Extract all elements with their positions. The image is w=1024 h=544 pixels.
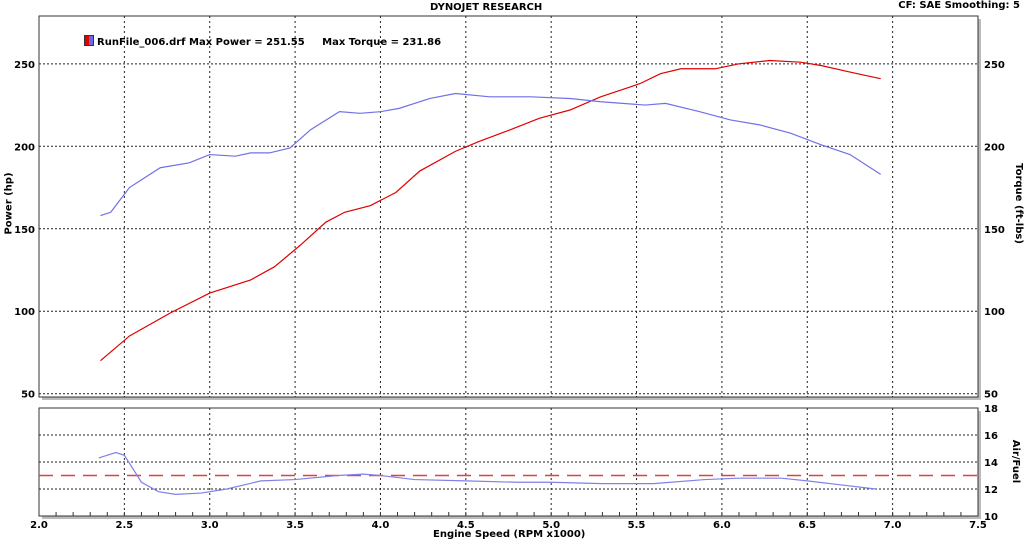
legend: RunFile_006.drf Max Power = 251.55 Max T… xyxy=(84,35,441,48)
x-tick-label: 2.5 xyxy=(116,520,134,531)
y2-tick-label: 150 xyxy=(984,225,1005,236)
afr-axis-label: Air/Fuel xyxy=(1010,439,1022,484)
x-tick-label: 7.5 xyxy=(969,520,987,531)
power-line xyxy=(100,59,881,362)
y-tick-label: 50 xyxy=(21,390,35,401)
y2-tick-label: 100 xyxy=(984,307,1005,318)
x-tick-label: 6.0 xyxy=(713,520,731,531)
x-axis-label: Engine Speed (RPM x1000) xyxy=(433,529,586,540)
x-tick-label: 4.0 xyxy=(372,520,390,531)
x-tick-label: 5.0 xyxy=(542,520,560,531)
x-tick-label: 2.0 xyxy=(30,520,48,531)
y-tick-label: 250 xyxy=(14,60,35,71)
x-tick-label: 7.0 xyxy=(884,520,902,531)
afr-tick-label: 18 xyxy=(984,404,998,415)
torque-line xyxy=(100,92,882,217)
chart-title: DYNOJET RESEARCH xyxy=(430,2,543,13)
afr-tick-label: 14 xyxy=(984,458,998,469)
afr-line xyxy=(98,451,876,496)
y-axis-label: Power (hp) xyxy=(3,172,15,235)
y2-tick-label: 200 xyxy=(984,142,1005,153)
y-tick-label: 150 xyxy=(14,225,35,236)
settings-label: CF: SAE Smoothing: 5 xyxy=(898,0,1020,11)
y-tick-label: 100 xyxy=(14,307,35,318)
y-tick-label: 200 xyxy=(14,142,35,153)
x-tick-label: 3.5 xyxy=(286,520,304,531)
afr-tick-label: 10 xyxy=(984,512,998,523)
x-tick-label: 6.5 xyxy=(798,520,816,531)
upper-frame xyxy=(38,15,979,398)
y2-axis-label: Torque (ft-lbs) xyxy=(1012,163,1024,244)
legend-text: RunFile_006.drf Max Power = 251.55 Max T… xyxy=(97,37,442,48)
x-tick-label: 5.5 xyxy=(628,520,646,531)
legend-swatch-icon xyxy=(84,35,94,46)
x-tick-label: 3.0 xyxy=(201,520,219,531)
y2-tick-label: 50 xyxy=(984,390,998,401)
x-tick-label: 4.5 xyxy=(457,520,475,531)
afr-tick-label: 12 xyxy=(984,485,998,496)
y2-tick-label: 250 xyxy=(984,60,1005,71)
afr-tick-label: 16 xyxy=(984,431,998,442)
